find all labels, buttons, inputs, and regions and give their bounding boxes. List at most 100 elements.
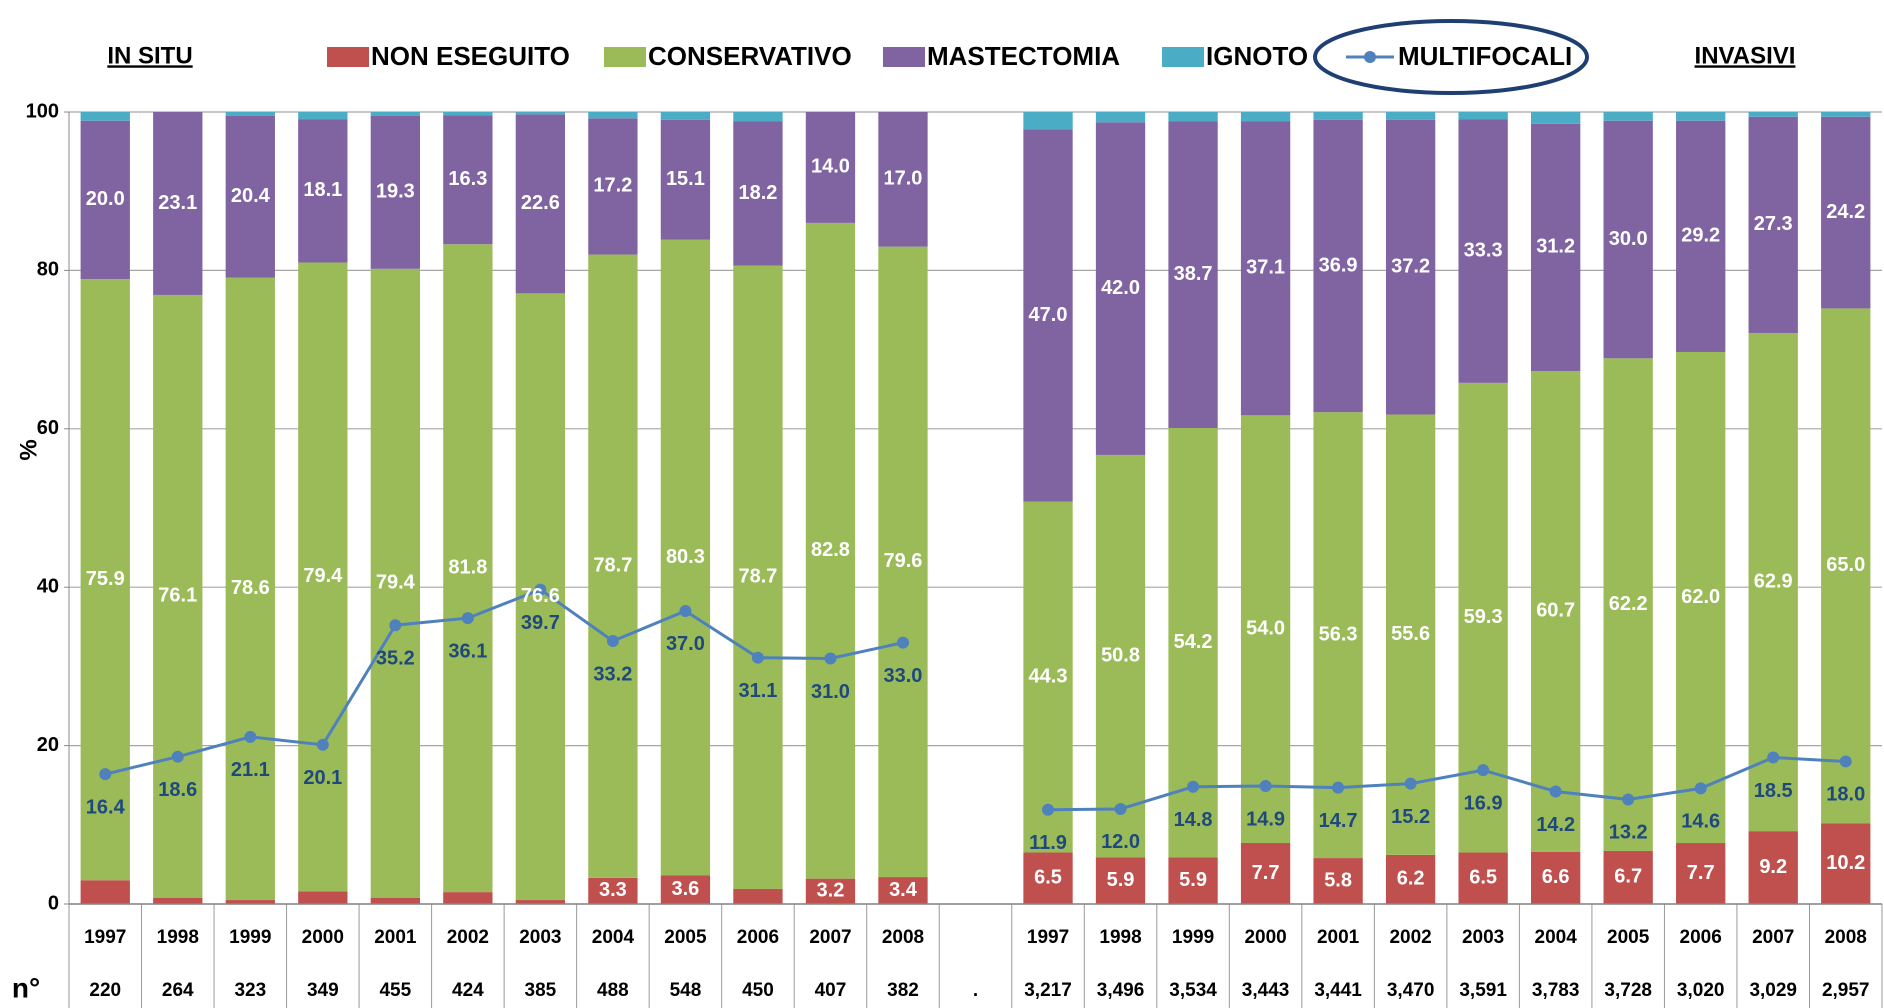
bar-segment bbox=[1531, 123, 1581, 371]
bar-segment bbox=[878, 112, 928, 247]
data-label: 56.3 bbox=[1319, 623, 1358, 645]
x-tick-label: 2006 bbox=[1680, 927, 1722, 948]
bar-segment bbox=[1313, 112, 1363, 120]
legend-marker bbox=[1364, 51, 1376, 63]
count-label: 3,534 bbox=[1169, 980, 1217, 1001]
data-label: 75.9 bbox=[86, 568, 125, 590]
bar-segment bbox=[1458, 112, 1508, 120]
bar-segment bbox=[1458, 852, 1508, 904]
bar-segment bbox=[1531, 112, 1581, 124]
bar-segment bbox=[588, 118, 638, 255]
bar-segment bbox=[878, 877, 928, 904]
data-label: 11.9 bbox=[1029, 832, 1067, 854]
data-label: 15.2 bbox=[1391, 806, 1430, 828]
data-label: 33.2 bbox=[593, 663, 632, 685]
bar-segment bbox=[1821, 116, 1871, 309]
count-label: 455 bbox=[379, 980, 411, 1001]
y-axis-label: % bbox=[15, 439, 42, 460]
x-tick-label: 1999 bbox=[1172, 927, 1214, 948]
bar-segment bbox=[1748, 112, 1798, 117]
data-label: 18.6 bbox=[158, 779, 197, 801]
data-label: 30.0 bbox=[1609, 228, 1648, 250]
line-point bbox=[244, 730, 257, 743]
bar-segment bbox=[370, 268, 420, 898]
data-label: 62.2 bbox=[1609, 593, 1648, 615]
y-tick-label: 40 bbox=[37, 575, 59, 597]
bar-segment bbox=[1531, 851, 1581, 904]
bar-segment bbox=[225, 115, 275, 278]
data-label: 17.0 bbox=[884, 168, 923, 190]
count-label: 407 bbox=[815, 980, 847, 1001]
data-label: 27.3 bbox=[1754, 213, 1793, 235]
data-label: 39.7 bbox=[521, 612, 560, 634]
data-label: 5.8 bbox=[1324, 869, 1352, 891]
data-label: 16.3 bbox=[448, 168, 487, 190]
line-point bbox=[1549, 785, 1562, 798]
bar-segment bbox=[1240, 112, 1291, 122]
bar-segment bbox=[1313, 858, 1363, 904]
bar-segment bbox=[660, 239, 711, 876]
line-point bbox=[1477, 764, 1490, 777]
bar-segment bbox=[443, 112, 493, 116]
y-tick-label: 60 bbox=[37, 417, 59, 439]
bar-segment bbox=[1240, 121, 1291, 416]
bar-segment bbox=[588, 877, 638, 904]
bar-segment bbox=[1821, 308, 1871, 824]
count-label: 382 bbox=[887, 980, 919, 1001]
data-label: 6.5 bbox=[1034, 867, 1062, 889]
data-label: 20.4 bbox=[231, 185, 271, 207]
bar-segment bbox=[1603, 850, 1653, 904]
line-point bbox=[1114, 802, 1127, 815]
data-label: 55.6 bbox=[1391, 623, 1430, 645]
bar-segment bbox=[1531, 370, 1581, 852]
line-point bbox=[316, 738, 329, 751]
x-tick-label: 2004 bbox=[592, 927, 635, 948]
line-point bbox=[1332, 781, 1345, 794]
line-point bbox=[1259, 779, 1272, 792]
line bbox=[1048, 755, 1846, 812]
data-label: 6.5 bbox=[1469, 867, 1497, 889]
x-tick-label: 2001 bbox=[1317, 927, 1360, 948]
data-label: 3.2 bbox=[817, 880, 845, 902]
x-tick-label: 2006 bbox=[737, 927, 779, 948]
bar-segment bbox=[588, 254, 638, 878]
row-label: n° bbox=[12, 972, 40, 1003]
data-label: 17.2 bbox=[593, 175, 632, 197]
line-point bbox=[389, 619, 402, 632]
data-label: 10.2 bbox=[1826, 852, 1865, 874]
data-label: 62.9 bbox=[1754, 570, 1793, 592]
data-label: 16.9 bbox=[1464, 792, 1503, 814]
count-label: 264 bbox=[162, 980, 194, 1001]
legend-label: MASTECTOMIA bbox=[927, 41, 1120, 71]
bar-segment bbox=[1676, 843, 1726, 904]
data-label: 54.0 bbox=[1246, 617, 1285, 639]
data-label: 14.6 bbox=[1681, 811, 1720, 833]
bar-segment bbox=[1821, 112, 1871, 117]
x-tick-label: 2008 bbox=[882, 927, 924, 948]
line-point bbox=[1187, 780, 1200, 793]
bar-segment bbox=[1821, 823, 1871, 904]
bar-segment bbox=[1168, 857, 1218, 904]
x-tick-label: 1998 bbox=[157, 927, 199, 948]
data-label: 7.7 bbox=[1252, 862, 1280, 884]
count-label: 548 bbox=[670, 980, 702, 1001]
bar-segment bbox=[1313, 119, 1363, 413]
data-label: 20.1 bbox=[303, 767, 342, 789]
y-tick-label: 100 bbox=[26, 100, 59, 122]
data-label: 15.1 bbox=[666, 168, 705, 190]
line bbox=[104, 587, 904, 776]
data-label: 38.7 bbox=[1174, 263, 1213, 285]
x-tick-label: 1997 bbox=[1027, 927, 1069, 948]
line-point bbox=[534, 583, 547, 596]
bar-segment bbox=[733, 265, 783, 889]
bar-segment bbox=[225, 112, 275, 116]
legend-label: IGNOTO bbox=[1206, 41, 1308, 71]
bar-segment bbox=[80, 880, 130, 904]
data-label: 33.3 bbox=[1464, 239, 1503, 261]
bar-segment bbox=[1095, 112, 1146, 123]
legend-label: NON ESEGUITO bbox=[371, 41, 570, 71]
data-label: 23.1 bbox=[158, 192, 197, 214]
line-point bbox=[679, 604, 692, 617]
bar-segment bbox=[1023, 852, 1073, 904]
line-point bbox=[1404, 777, 1417, 790]
